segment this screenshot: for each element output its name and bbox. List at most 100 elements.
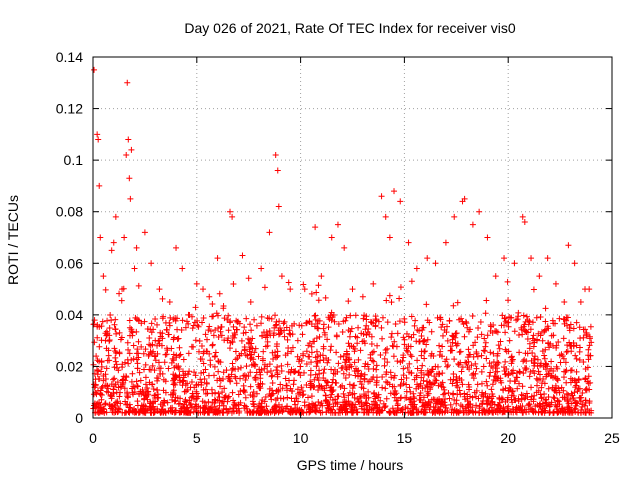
- data-point: [489, 390, 496, 397]
- data-point: [206, 350, 213, 357]
- data-point: [346, 371, 353, 378]
- data-point: [102, 371, 109, 378]
- data-point: [275, 387, 282, 394]
- data-point: [451, 356, 458, 363]
- data-point: [286, 409, 293, 416]
- data-point: [114, 379, 121, 386]
- data-point: [286, 377, 293, 384]
- data-point: [205, 372, 212, 379]
- data-point: [237, 388, 244, 395]
- data-point: [270, 355, 277, 362]
- data-point: [363, 322, 370, 329]
- data-point: [274, 167, 281, 174]
- data-point: [533, 382, 540, 389]
- data-point: [403, 394, 410, 401]
- data-point: [375, 394, 382, 401]
- data-point: [183, 388, 190, 395]
- data-point: [214, 377, 221, 384]
- data-point: [199, 409, 206, 416]
- data-point: [368, 341, 375, 348]
- data-point: [235, 365, 242, 372]
- data-point: [220, 302, 227, 309]
- data-point: [427, 352, 434, 359]
- data-point: [241, 324, 248, 331]
- data-point: [339, 329, 346, 336]
- data-point: [530, 332, 537, 339]
- data-point: [303, 320, 310, 327]
- data-point: [323, 378, 330, 385]
- data-point: [154, 321, 161, 328]
- data-point: [160, 313, 167, 320]
- data-point: [504, 278, 511, 285]
- data-point: [334, 393, 341, 400]
- data-point: [501, 322, 508, 329]
- data-point: [520, 323, 527, 330]
- data-point: [384, 319, 391, 326]
- data-point: [211, 396, 218, 403]
- data-point: [449, 380, 456, 387]
- data-point: [435, 382, 442, 389]
- data-point: [290, 407, 297, 414]
- data-point: [94, 357, 101, 364]
- data-point: [98, 385, 105, 392]
- data-point: [247, 369, 254, 376]
- data-point: [285, 408, 292, 415]
- data-point: [368, 333, 375, 340]
- data-point: [308, 290, 315, 297]
- data-point: [324, 336, 331, 343]
- data-point: [484, 401, 491, 408]
- data-point: [363, 331, 370, 338]
- data-point: [110, 386, 117, 393]
- data-point: [99, 318, 106, 325]
- data-point: [370, 358, 377, 365]
- data-point: [413, 338, 420, 345]
- data-point: [143, 393, 150, 400]
- data-point: [225, 312, 232, 319]
- data-point: [205, 327, 212, 334]
- data-point: [125, 136, 132, 143]
- data-point: [371, 389, 378, 396]
- data-point: [403, 381, 410, 388]
- data-point: [325, 324, 332, 331]
- data-point: [563, 317, 570, 324]
- data-point: [585, 346, 592, 353]
- data-point: [496, 345, 503, 352]
- data-point: [524, 336, 531, 343]
- data-point: [534, 356, 541, 363]
- data-point: [414, 357, 421, 364]
- data-point: [418, 333, 425, 340]
- data-point: [388, 334, 395, 341]
- data-point: [559, 405, 566, 412]
- data-point: [267, 392, 274, 399]
- data-point: [376, 404, 383, 411]
- data-point: [398, 376, 405, 383]
- data-point: [354, 340, 361, 347]
- data-point: [341, 385, 348, 392]
- data-point: [399, 357, 406, 364]
- data-point: [516, 380, 523, 387]
- data-point: [327, 347, 334, 354]
- data-point: [93, 353, 100, 360]
- data-point: [518, 391, 525, 398]
- data-point: [138, 343, 145, 350]
- data-point: [515, 309, 522, 316]
- data-point: [218, 323, 225, 330]
- data-point: [547, 409, 554, 416]
- data-point: [196, 337, 203, 344]
- data-point: [151, 367, 158, 374]
- data-point: [382, 213, 389, 220]
- data-point: [494, 359, 501, 366]
- data-point: [316, 333, 323, 340]
- data-point: [585, 356, 592, 363]
- data-point: [482, 343, 489, 350]
- data-point: [184, 380, 191, 387]
- data-point: [438, 397, 445, 404]
- data-point: [525, 402, 532, 409]
- data-point: [473, 348, 480, 355]
- data-point: [241, 389, 248, 396]
- data-point: [521, 219, 528, 226]
- data-point: [159, 406, 166, 413]
- data-point: [262, 394, 269, 401]
- data-point: [104, 317, 111, 324]
- data-point: [193, 382, 200, 389]
